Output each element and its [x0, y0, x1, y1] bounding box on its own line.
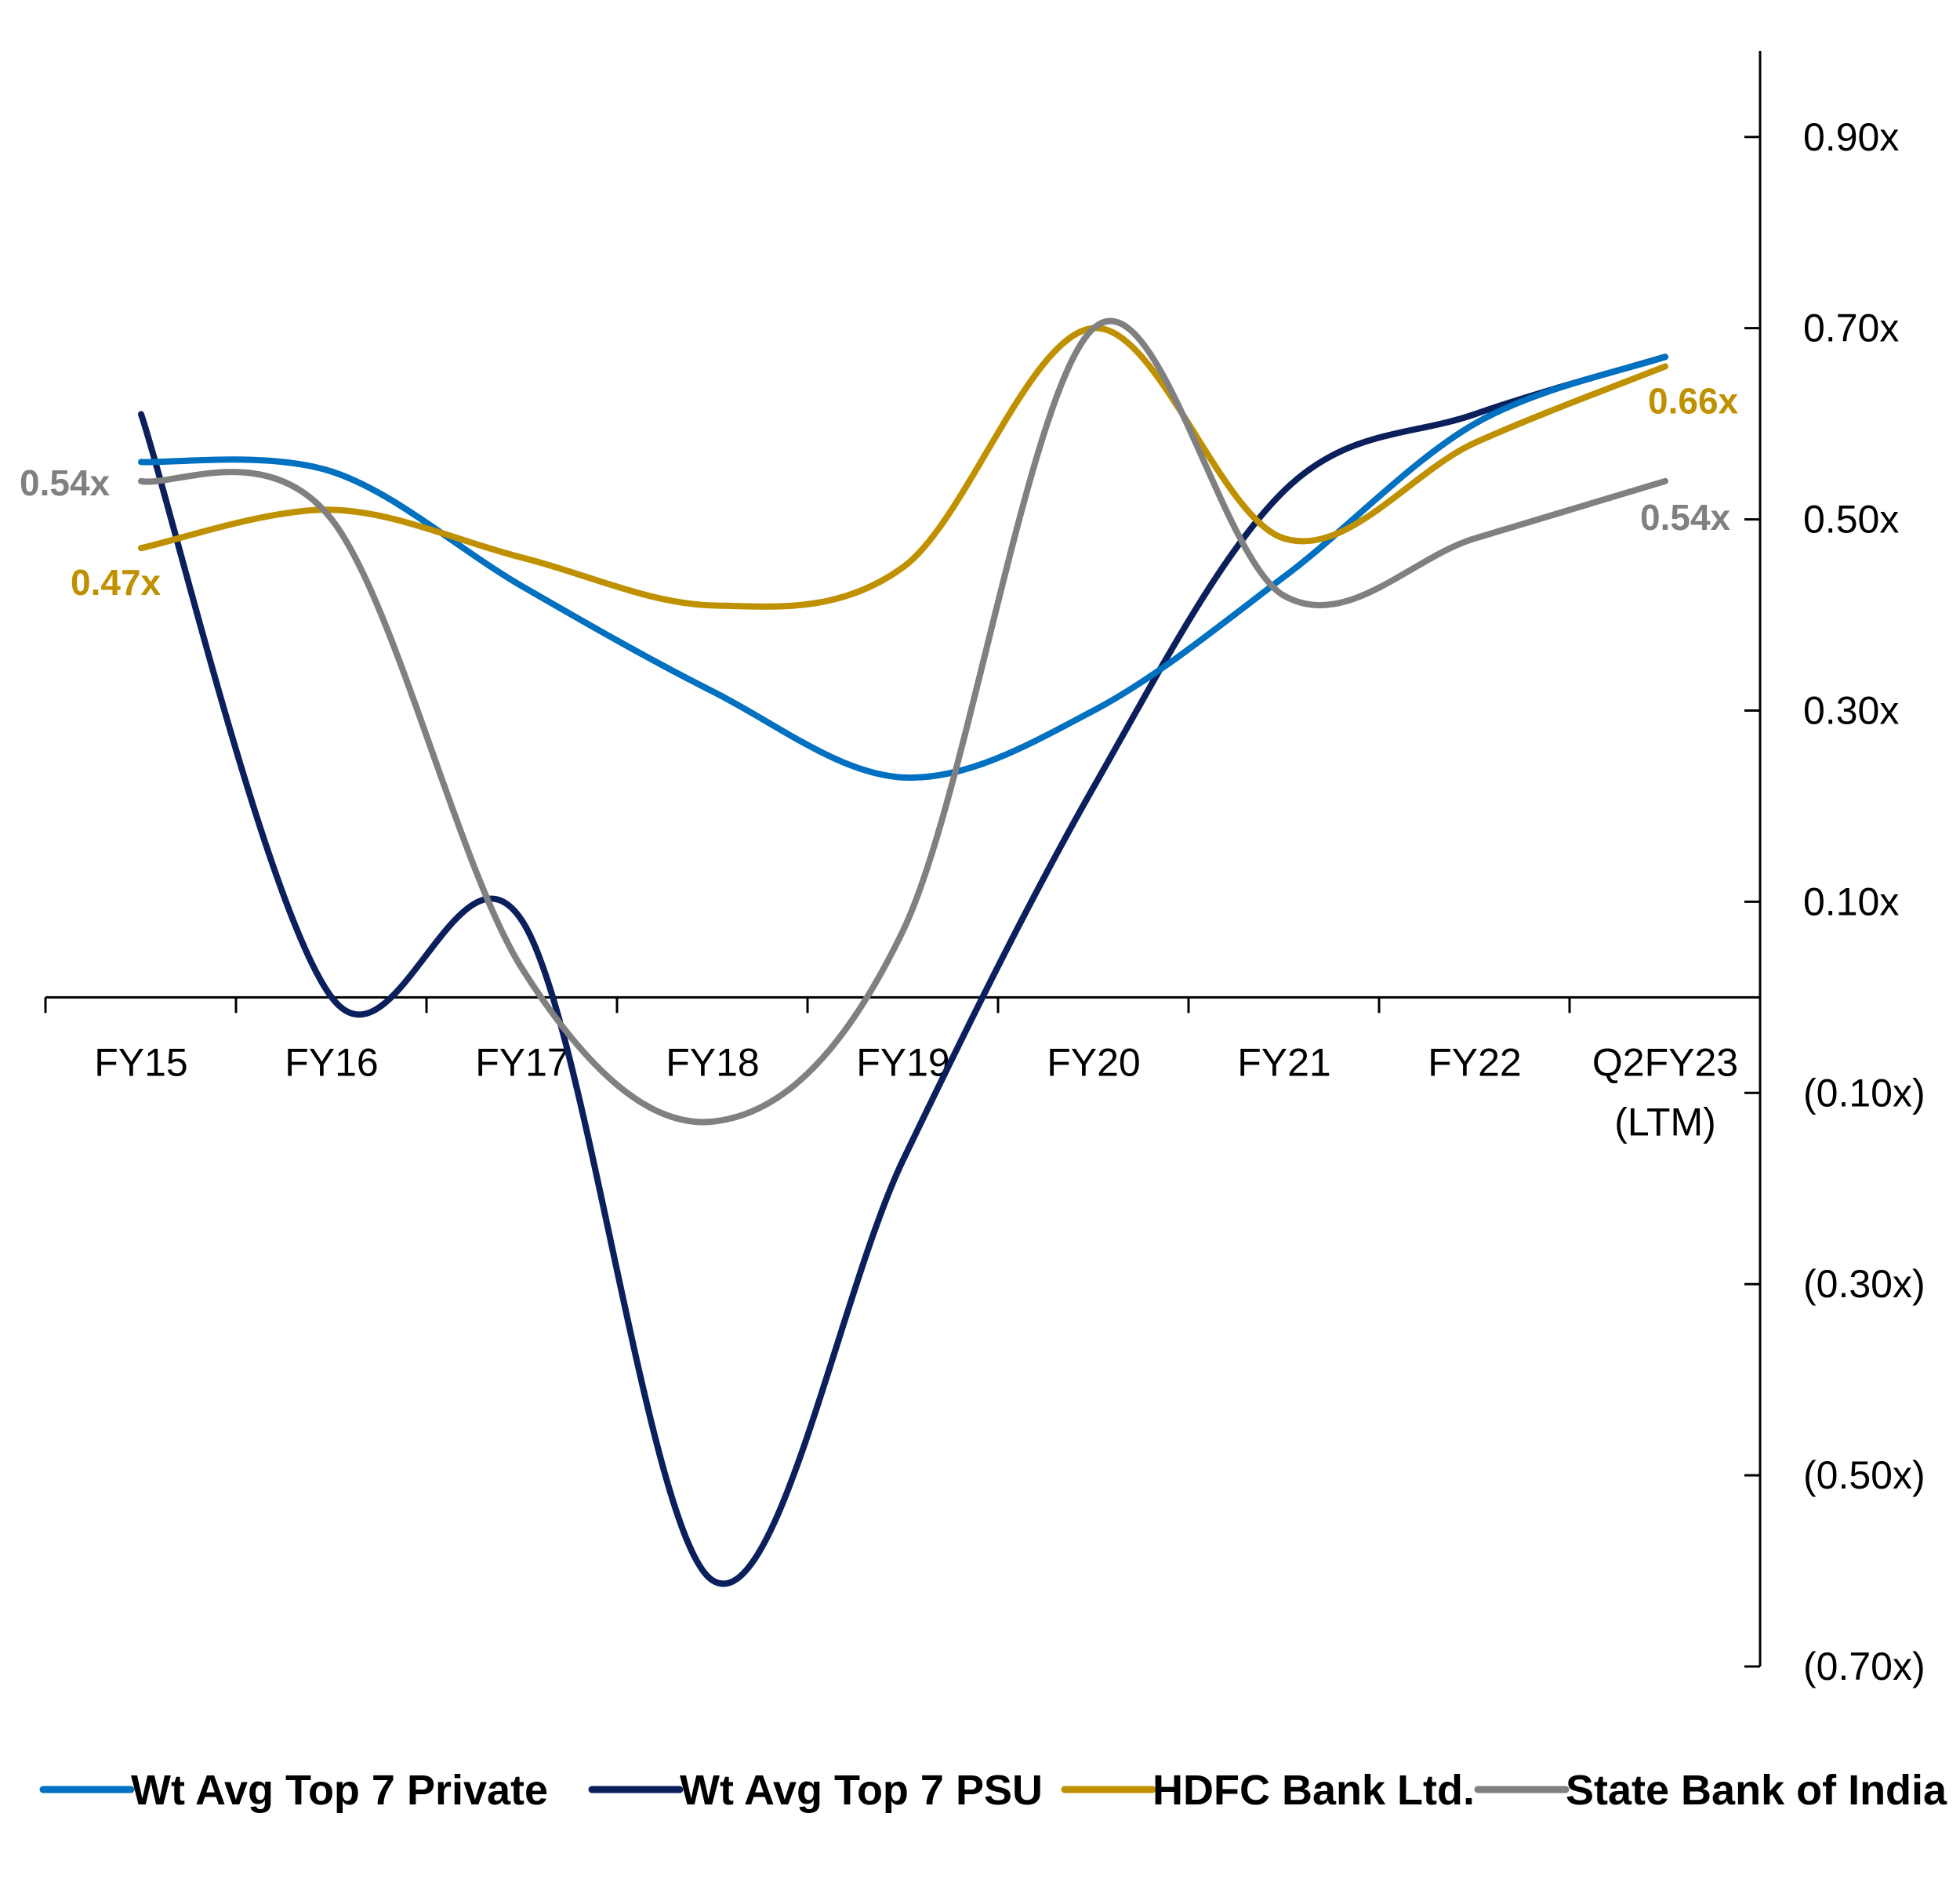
- y-tick-label: (0.10x): [1803, 1071, 1926, 1115]
- legend: Wt Avg Top 7 Private Wt Avg Top 7 PSU HDFC…: [39, 1767, 1947, 1814]
- y-tick-label: (0.50x): [1803, 1453, 1926, 1497]
- y-tick-label: 0.30x: [1803, 688, 1899, 732]
- series-line-state-bank-of-india: [138, 317, 1668, 1126]
- data-label-state-bank-of-india-first: 0.54x: [20, 462, 111, 503]
- x-tick-label: FY17: [475, 1040, 569, 1084]
- legend-label-wt-avg-top-7-psu: Wt Avg Top 7 PSU: [680, 1767, 1043, 1814]
- y-tick-label: 0.10x: [1803, 879, 1899, 923]
- y-tick-label: 0.50x: [1803, 498, 1899, 542]
- series-lines: [138, 317, 1668, 1587]
- x-tick-label: FY22: [1428, 1040, 1522, 1084]
- legend-label-wt-avg-top-7-private: Wt Avg Top 7 Private: [131, 1767, 548, 1814]
- y-tick-label: 0.70x: [1803, 306, 1899, 350]
- x-tick-label: FY19: [856, 1040, 950, 1084]
- x-tick-label: FY15: [94, 1040, 188, 1084]
- end-labels: 0.54x 0.47x 0.66x 0.54x: [20, 380, 1739, 603]
- data-label-state-bank-of-india-last: 0.54x: [1640, 497, 1731, 538]
- y-tick-label: (0.70x): [1803, 1645, 1926, 1688]
- series-line-wt-avg-top-7-private: [138, 354, 1668, 781]
- x-tick-label: FY20: [1047, 1040, 1141, 1084]
- legend-label-hdfc-bank-ltd: HDFC Bank Ltd.: [1152, 1767, 1475, 1814]
- y-tick-label: (0.30x): [1803, 1262, 1926, 1306]
- x-tick-label: FY18: [666, 1040, 760, 1084]
- axes: 0.90x 0.70x 0.50x 0.30x 0.10x (0.10x) (0.30x) (…: [44, 51, 1926, 1688]
- series-line-hdfc-bank-ltd: [138, 325, 1668, 610]
- data-label-hdfc-bank-ltd-first: 0.47x: [71, 562, 162, 603]
- series-line-wt-avg-top-7-psu: [138, 354, 1668, 1587]
- x-tick-label: FY16: [285, 1040, 379, 1084]
- x-tick-label: FY21: [1237, 1040, 1331, 1084]
- legend-label-state-bank-of-india: State Bank of India: [1566, 1767, 1947, 1814]
- y-tick-label: 0.90x: [1803, 115, 1899, 159]
- x-tick-label: Q2FY23 (LTM): [1592, 1040, 1738, 1144]
- data-label-hdfc-bank-ltd-last: 0.66x: [1648, 380, 1739, 421]
